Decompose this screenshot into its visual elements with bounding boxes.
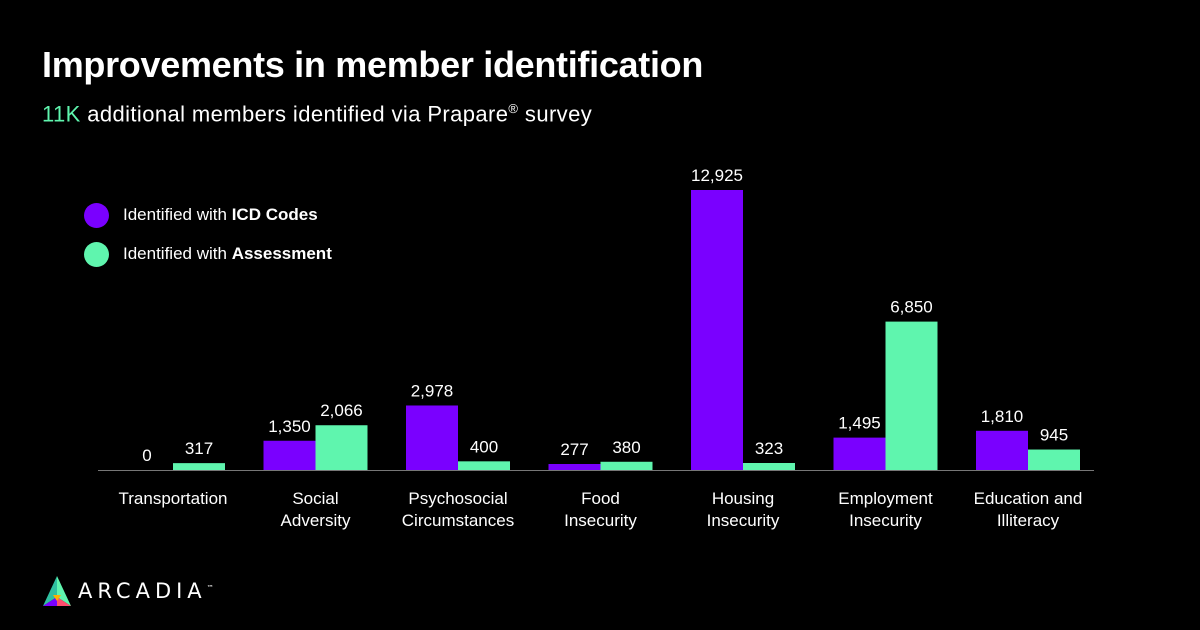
category-label-3-0: Food	[581, 489, 620, 508]
data-label-assessment-5: 6,850	[890, 298, 933, 317]
arcadia-logo-text: ARCADIA™	[78, 579, 214, 603]
subtitle-text: additional members identified via Prapar…	[80, 101, 509, 127]
chart-legend: Identified with ICD Codes Identified wit…	[84, 202, 332, 280]
category-label-2-1: Circumstances	[402, 511, 514, 530]
legend-label-assessment-bold: Assessment	[231, 244, 332, 263]
bar-assessment-0	[173, 463, 225, 470]
category-label-4-1: Insecurity	[707, 511, 780, 530]
bar-icd-4	[691, 190, 743, 470]
legend-item-icd: Identified with ICD Codes	[84, 202, 332, 228]
legend-label-assessment-prefix: Identified with	[123, 244, 232, 263]
category-label-1-1: Adversity	[281, 511, 351, 530]
data-label-assessment-6: 945	[1040, 426, 1068, 445]
brand-trademark: ™	[206, 584, 214, 592]
bar-icd-6	[976, 430, 1028, 470]
bar-assessment-4	[743, 463, 795, 470]
arcadia-logo: ARCADIA™	[42, 575, 214, 607]
legend-label-icd-bold: ICD Codes	[231, 205, 318, 224]
bar-assessment-3	[600, 461, 653, 470]
category-label-6-1: Illiteracy	[997, 511, 1060, 530]
bar-icd-2	[406, 405, 458, 470]
data-label-assessment-0: 317	[185, 439, 213, 458]
bar-assessment-6	[1028, 449, 1080, 470]
data-label-icd-2: 2,978	[411, 381, 454, 400]
chart-subtitle: 11K additional members identified via Pr…	[42, 101, 592, 127]
chart-title: Improvements in member identification	[42, 44, 704, 85]
data-label-icd-6: 1,810	[981, 407, 1024, 426]
category-label-2-0: Psychosocial	[408, 489, 507, 508]
bar-icd-1	[263, 440, 316, 470]
category-label-5-0: Employment	[838, 489, 933, 508]
bar-assessment-5	[885, 321, 938, 470]
data-label-assessment-4: 323	[755, 439, 783, 458]
legend-swatch-assessment	[84, 241, 109, 267]
data-label-icd-0: 0	[142, 446, 151, 465]
legend-label-icd: Identified with ICD Codes	[123, 205, 318, 225]
data-label-icd-1: 1,350	[268, 417, 311, 436]
data-label-assessment-3: 380	[612, 438, 640, 457]
category-label-5-1: Insecurity	[849, 511, 922, 530]
data-label-assessment-2: 400	[470, 437, 498, 456]
data-label-assessment-1: 2,066	[320, 401, 363, 420]
data-label-icd-4: 12,925	[691, 166, 743, 185]
bar-icd-5	[833, 437, 886, 470]
legend-label-assessment: Identified with Assessment	[123, 244, 332, 264]
legend-item-assessment: Identified with Assessment	[84, 241, 332, 267]
category-label-0-0: Transportation	[119, 489, 228, 508]
bar-assessment-2	[458, 461, 510, 470]
legend-label-icd-prefix: Identified with	[123, 205, 232, 224]
arcadia-logo-icon	[43, 576, 71, 606]
category-label-3-1: Insecurity	[564, 511, 637, 530]
data-label-icd-3: 277	[560, 440, 588, 459]
category-label-4-0: Housing	[712, 489, 774, 508]
category-label-6-0: Education and	[974, 489, 1083, 508]
brand-name: ARCADIA	[78, 579, 207, 603]
subtitle-end: survey	[518, 101, 593, 127]
subtitle-highlight: 11K	[42, 101, 81, 127]
legend-swatch-icd	[84, 202, 109, 228]
bar-icd-3	[548, 463, 601, 470]
registered-mark: ®	[508, 101, 519, 116]
category-label-1-0: Social	[292, 489, 338, 508]
data-label-icd-5: 1,495	[838, 414, 881, 433]
bar-assessment-1	[315, 425, 368, 470]
